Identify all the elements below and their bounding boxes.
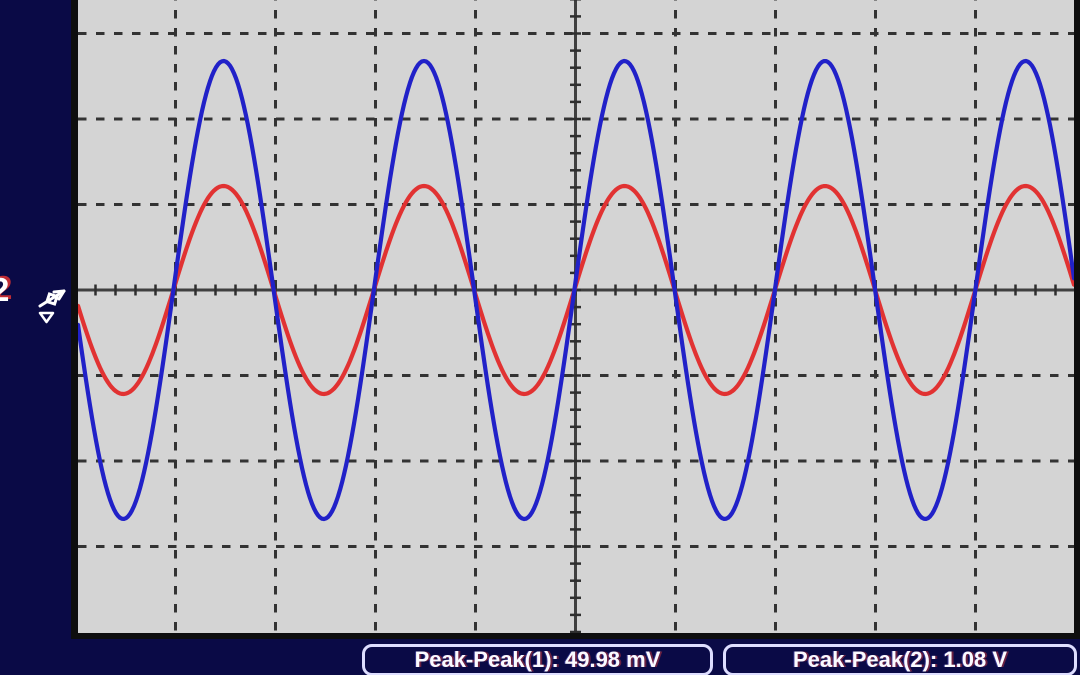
- trigger-arrow-icon: [38, 289, 66, 324]
- waveform-plot-svg: [78, 0, 1074, 633]
- graticule-frame: [71, 0, 1080, 639]
- measurement-peak-peak-ch1[interactable]: Peak-Peak(1): 49.98 mV: [362, 644, 713, 675]
- channel-ground-marker-glyph: 2: [0, 271, 10, 308]
- channel-2-trace: [78, 58, 1074, 522]
- measurement-peak-peak-ch2[interactable]: Peak-Peak(2): 1.08 V: [723, 644, 1077, 675]
- channel-ground-marker[interactable]: 2: [0, 270, 21, 316]
- trigger-level-marker[interactable]: [36, 281, 72, 325]
- waveform-display: [78, 0, 1074, 633]
